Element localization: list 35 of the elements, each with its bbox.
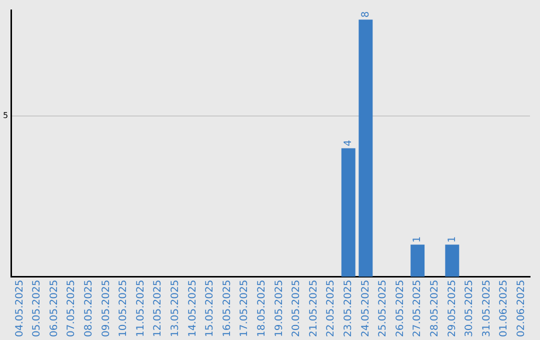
x-tick-label: 17.05.2025: [239, 280, 250, 338]
x-tick-label: 26.05.2025: [394, 280, 406, 338]
x-tick-label: 23.05.2025: [342, 280, 354, 338]
x-tick-label: 14.05.2025: [187, 280, 198, 338]
x-tick-label: 30.05.2025: [464, 280, 476, 338]
data-label: 1: [446, 236, 458, 243]
data-label: 4: [342, 140, 354, 146]
x-tick-label: 04.05.2025: [14, 280, 26, 338]
x-tick-label: 18.05.2025: [256, 280, 268, 338]
y-tick-label: 5: [2, 111, 8, 120]
x-tick-label: 29.05.2025: [446, 280, 458, 338]
x-tick-label: 28.05.2025: [429, 280, 440, 338]
x-tick-label: 11.05.2025: [135, 280, 146, 338]
data-label: 8: [360, 11, 372, 18]
x-tick-label: 08.05.2025: [84, 280, 95, 338]
x-tick-label: 13.05.2025: [170, 280, 182, 338]
x-tick-label: 07.05.2025: [66, 280, 78, 338]
x-tick-label: 24.05.2025: [360, 280, 372, 338]
x-tick-label: 20.05.2025: [291, 280, 302, 338]
x-tick-label: 27.05.2025: [412, 280, 424, 338]
x-tick-label: 15.05.2025: [204, 280, 216, 338]
x-tick-label: 25.05.2025: [378, 280, 389, 338]
x-tick-label: 02.06.2025: [516, 280, 527, 338]
x-tick-label: 16.05.2025: [222, 280, 233, 338]
x-tick-label: 05.05.2025: [32, 280, 43, 338]
data-label: 1: [412, 236, 424, 243]
x-tick-label: 09.05.2025: [100, 280, 112, 338]
x-tick-label: 06.05.2025: [48, 280, 60, 338]
x-tick-label: 21.05.2025: [308, 280, 320, 338]
x-tick-label: 10.05.2025: [118, 280, 130, 338]
x-tick-label: 31.05.2025: [481, 280, 492, 338]
x-tick-label: 01.06.2025: [498, 280, 510, 338]
x-tick-label: 12.05.2025: [152, 280, 164, 338]
x-tick-label: 22.05.2025: [326, 280, 337, 338]
x-tick-label: 19.05.2025: [274, 280, 285, 338]
